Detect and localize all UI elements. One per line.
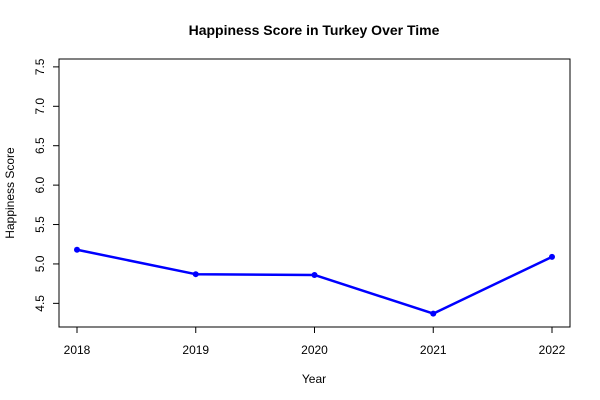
y-tick-label: 5.5 bbox=[33, 216, 47, 233]
data-point bbox=[311, 271, 318, 278]
y-tick-label: 7.0 bbox=[33, 98, 47, 115]
x-axis-title: Year bbox=[302, 372, 326, 386]
y-tick-label: 7.5 bbox=[33, 58, 47, 75]
data-point bbox=[192, 271, 199, 278]
y-axis: 4.5 5.0 5.5 6.0 6.5 7.0 7.5 bbox=[33, 58, 60, 312]
series-line bbox=[76, 248, 553, 315]
data-point bbox=[430, 310, 437, 317]
chart-title: Happiness Score in Turkey Over Time bbox=[189, 22, 440, 38]
x-tick-label: 2018 bbox=[64, 343, 91, 357]
series-layer bbox=[74, 246, 555, 317]
x-axis: 2018 2019 2020 2021 2022 bbox=[64, 326, 566, 357]
x-tick-label: 2020 bbox=[301, 343, 328, 357]
y-axis-title: Happiness Score bbox=[3, 147, 17, 239]
y-tick-label: 5.0 bbox=[33, 255, 47, 272]
data-point bbox=[74, 246, 80, 253]
y-tick-label: 6.0 bbox=[33, 176, 47, 193]
y-tick-label: 4.5 bbox=[33, 295, 47, 312]
x-tick-label: 2022 bbox=[539, 343, 566, 357]
y-tick-label: 6.5 bbox=[33, 137, 47, 154]
x-tick-label: 2021 bbox=[420, 343, 447, 357]
x-tick-label: 2019 bbox=[182, 343, 209, 357]
data-point bbox=[549, 253, 555, 260]
plot-frame bbox=[58, 58, 571, 328]
